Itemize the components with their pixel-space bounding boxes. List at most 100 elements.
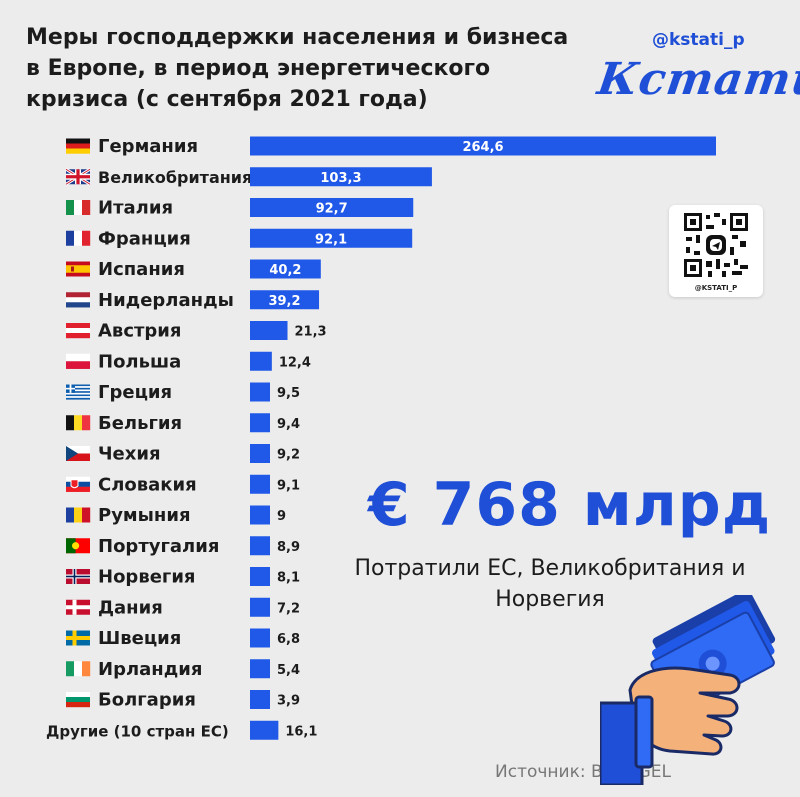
bar — [250, 167, 432, 187]
bar — [250, 690, 270, 709]
value-label: 8,1 — [277, 571, 300, 586]
flag-it-icon — [66, 200, 91, 215]
flag-cz-icon — [66, 446, 90, 461]
category-label: Австрия — [98, 321, 181, 342]
bar — [250, 720, 279, 740]
category-label: Нидерланды — [98, 290, 234, 311]
chart-row: Австрия 21,3 — [66, 321, 327, 342]
page-title: Меры господдержки населения и бизнеса в … — [26, 25, 569, 112]
flag-pl-icon — [66, 353, 90, 369]
category-label: Другие (10 стран ЕС) — [46, 722, 229, 740]
chart-row: Италия 92,7 — [66, 198, 414, 219]
bar — [250, 259, 321, 279]
chart-row: Польша 12,4 — [66, 351, 311, 372]
value-label: 7,2 — [277, 601, 300, 616]
flag-se-icon — [66, 630, 90, 646]
value-label: 3,9 — [277, 694, 300, 709]
flag-ie-icon — [66, 661, 91, 677]
value-label: 9,1 — [277, 478, 300, 493]
chart-row: Ирландия 5,4 — [66, 659, 300, 680]
category-label: Норвегия — [98, 567, 196, 588]
bar — [250, 567, 270, 586]
bar — [250, 228, 413, 248]
chart-row: Чехия 9,2 — [66, 444, 300, 465]
chart-row: Швеция 6,8 — [66, 628, 300, 649]
value-label: 21,3 — [295, 325, 327, 340]
category-label: Болгария — [98, 690, 196, 711]
value-label: 264,6 — [462, 140, 503, 155]
category-label: Португалия — [98, 536, 219, 557]
value-label: 9,4 — [277, 417, 300, 432]
value-label: 9 — [277, 509, 286, 524]
category-label: Ирландия — [98, 659, 202, 680]
bar — [250, 659, 270, 679]
bar — [250, 474, 270, 494]
value-label: 9,2 — [277, 448, 300, 463]
category-label: Чехия — [98, 444, 161, 465]
channel-handle[interactable]: @kstati_p — [652, 30, 745, 50]
chart-row: Франция 92,1 — [66, 228, 413, 249]
bar — [250, 413, 270, 433]
chart-row: Великобритания 103,3 — [65, 167, 432, 187]
category-label: Германия — [98, 136, 198, 157]
qr-code-card[interactable]: @KSTATI_P — [669, 205, 763, 297]
chart-row: Румыния 9 — [66, 505, 286, 526]
chart-row: Нидерланды 39,2 — [66, 290, 320, 311]
flag-es-icon — [66, 261, 90, 277]
flag-gb-icon — [65, 167, 91, 186]
category-label: Словакия — [98, 474, 197, 495]
chart-row: Норвегия 8,1 — [66, 567, 300, 588]
bar — [250, 382, 270, 402]
chart-row: Словакия 9,1 — [66, 474, 300, 495]
category-label: Польша — [98, 351, 181, 372]
category-label: Великобритания — [98, 168, 252, 187]
chart-row: Португалия 8,9 — [66, 536, 300, 557]
bar — [250, 597, 270, 617]
value-label: 92,1 — [315, 232, 347, 247]
flag-gr-icon — [66, 384, 90, 400]
flag-be-icon — [66, 415, 91, 431]
bar — [250, 351, 272, 371]
hand-with-money-icon — [600, 595, 776, 785]
flag-sk-icon — [66, 476, 90, 492]
chart-row: Греция 9,5 — [66, 382, 300, 403]
flag-dk-icon — [66, 599, 90, 615]
value-label: 6,8 — [277, 632, 300, 647]
flag-bg-icon — [66, 692, 90, 708]
flag-de-icon — [66, 138, 90, 154]
bar — [250, 628, 270, 648]
flag-no-icon — [66, 569, 90, 584]
category-label: Испания — [98, 259, 185, 280]
category-label: Дания — [98, 597, 163, 618]
category-label: Бельгия — [98, 413, 182, 434]
chart-row: Испания 40,2 — [66, 259, 321, 280]
bar — [250, 536, 270, 556]
value-label: 103,3 — [320, 171, 361, 186]
category-label: Италия — [98, 198, 173, 219]
total-amount: € 768 млрд — [368, 470, 772, 540]
bar — [250, 290, 320, 310]
bar — [250, 198, 414, 217]
chart-row: Дания 7,2 — [66, 597, 300, 618]
flag-fr-icon — [66, 230, 91, 246]
value-label: 5,4 — [277, 663, 300, 678]
flag-at-icon — [66, 323, 90, 339]
value-label: 40,2 — [269, 263, 301, 278]
flag-pt-icon — [66, 538, 90, 554]
flag-ro-icon — [66, 507, 91, 523]
value-label: 8,9 — [277, 540, 300, 555]
value-label: 12,4 — [279, 355, 311, 370]
category-label: Франция — [98, 228, 191, 249]
bar — [250, 505, 270, 525]
qr-label: @KSTATI_P — [694, 284, 738, 292]
chart-row: Болгария 3,9 — [66, 690, 300, 711]
category-label: Румыния — [98, 505, 191, 526]
chart-row: Бельгия 9,4 — [66, 413, 300, 434]
value-label: 39,2 — [268, 294, 300, 309]
qr-code-icon — [684, 213, 748, 277]
bar — [250, 136, 716, 156]
flag-nl-icon — [66, 292, 90, 308]
chart-row: Германия 264,6 — [66, 136, 716, 157]
bar — [250, 444, 270, 463]
